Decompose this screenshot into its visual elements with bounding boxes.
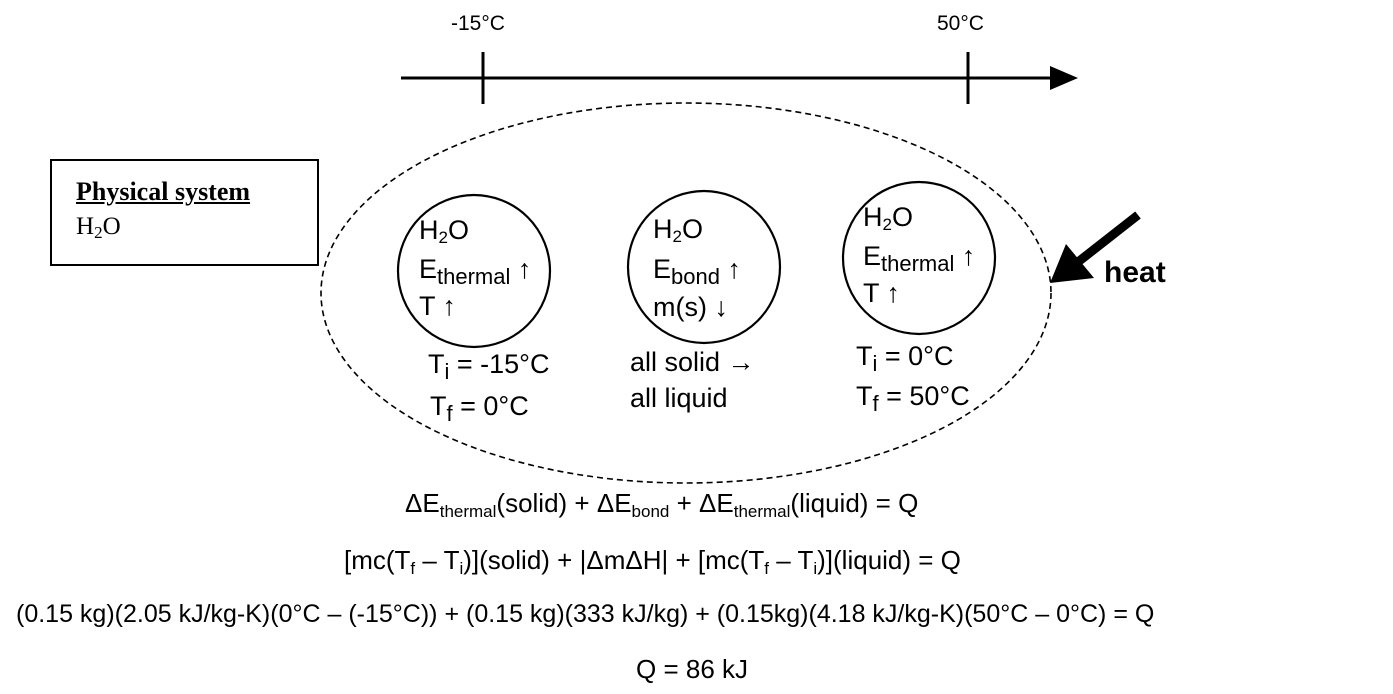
timeline-start-label: -15°C: [451, 12, 505, 35]
equation-result: Q = 86 kJ: [636, 654, 748, 684]
substance-end: O: [102, 213, 121, 240]
timeline-end-label: 50°C: [937, 12, 984, 35]
stage-1-initial-value: = -15°C: [449, 349, 550, 379]
stage-1-formula-main: H: [419, 215, 439, 245]
stage-1-formula-subscript: 2: [438, 228, 448, 247]
stage-3-energy-main: E: [863, 241, 882, 271]
eq1-part-4: (liquid) = Q: [790, 488, 919, 518]
stage-1-final-subscript: f: [446, 401, 453, 426]
stage-1-circle: [396, 193, 552, 349]
stage-1-final-value: = 0°C: [452, 391, 529, 421]
physical-system-title: Physical system: [76, 177, 251, 206]
stage-3-formula: H2O: [863, 202, 913, 234]
eq1-sub-3: thermal: [733, 502, 791, 521]
stage-1-energy-main: E: [419, 254, 438, 284]
eq1-part-3: + ΔE: [669, 488, 734, 518]
stage-3-formula-subscript: 2: [882, 215, 892, 234]
equation-numeric: (0.15 kg)(2.05 kJ/kg-K)(0°C – (-15°C)) +…: [16, 600, 1155, 628]
system-boundary-ellipse: [320, 102, 1052, 484]
eq2-sub-2: i: [459, 559, 464, 578]
eq1-sub-1: thermal: [439, 502, 497, 521]
stage-3-final-value: = 50°C: [878, 381, 970, 411]
timeline-arrowhead: [1050, 66, 1078, 90]
stage-3-temperature-change: T ↑: [863, 278, 901, 308]
eq2-part-e: )](liquid) = Q: [817, 545, 961, 575]
substance-subscript: 2: [94, 223, 103, 242]
stage-3-circle: [841, 180, 997, 336]
stage-1-energy-arrow: ↑: [517, 254, 532, 284]
stage-1-formula-end: O: [447, 215, 469, 245]
stage-1-initial-t: T: [428, 349, 445, 379]
stage-2-phase-start: all solid →: [630, 347, 755, 377]
eq2-sub-1: f: [410, 559, 416, 578]
stage-2-mass-change: m(s) ↓: [653, 292, 728, 322]
heat-arrow-head: [1050, 244, 1094, 283]
stage-2-energy: Ebond ↑: [653, 256, 741, 288]
stage-3-energy-arrow: ↑: [961, 241, 976, 271]
stage-2-energy-subscript: bond: [671, 264, 720, 289]
stage-2-phase-end: all liquid: [630, 383, 728, 413]
eq1-part-2: (solid) + ΔE: [496, 488, 632, 518]
stage-2-formula-end: O: [681, 214, 703, 244]
eq2-sub-3: f: [764, 559, 770, 578]
stage-1-initial-temp: Ti = -15°C: [428, 351, 549, 383]
stage-1-energy-subscript: thermal: [437, 264, 511, 289]
stage-3-formula-main: H: [863, 202, 883, 232]
stage-3-final-subscript: f: [872, 391, 879, 416]
stage-3-initial-t: T: [856, 341, 873, 371]
stage-2-formula: H2O: [653, 214, 703, 246]
equation-expanded: [mc(Tf – Ti)](solid) + |ΔmΔH| + [mc(Tf –…: [344, 545, 961, 579]
eq2-part-c: )](solid) + |ΔmΔH| + [mc(T: [463, 545, 765, 575]
equation-energy-balance: ΔEthermal(solid) + ΔEbond + ΔEthermal(li…: [405, 488, 918, 522]
stage-3-final-t: T: [856, 381, 873, 411]
stage-3-initial-subscript: i: [872, 351, 878, 376]
eq2-part-a: [mc(T: [344, 545, 411, 575]
eq2-part-d: – T: [769, 545, 814, 575]
eq1-part-1: ΔE: [405, 488, 440, 518]
substance-main: H: [76, 213, 95, 240]
stage-1-temperature-change: T ↑: [419, 291, 457, 321]
stage-1-initial-subscript: i: [444, 359, 450, 384]
physical-system-box: Physical system H2O: [50, 159, 319, 266]
stage-2-circle: [626, 189, 782, 345]
stage-2-formula-subscript: 2: [672, 227, 682, 246]
eq1-sub-2: bond: [631, 502, 670, 521]
stage-2-formula-main: H: [653, 214, 673, 244]
stage-3-final-temp: Tf = 50°C: [856, 383, 970, 415]
stage-1-energy: Ethermal ↑: [419, 256, 531, 288]
physical-system-substance: H2O: [76, 213, 121, 243]
heat-arrow-shaft: [1075, 211, 1141, 266]
stage-2-energy-arrow: ↑: [727, 254, 741, 284]
stage-3-formula-end: O: [891, 202, 913, 232]
heat-label: heat: [1104, 256, 1166, 289]
eq2-part-b: – T: [415, 545, 460, 575]
stage-1-final-t: T: [430, 391, 447, 421]
stage-2-energy-main: E: [653, 254, 672, 284]
eq2-sub-4: i: [813, 559, 818, 578]
stage-3-energy-subscript: thermal: [881, 251, 955, 276]
stage-1-final-temp: Tf = 0°C: [430, 393, 529, 425]
stage-3-energy: Ethermal ↑: [863, 243, 975, 275]
stage-1-formula: H2O: [419, 215, 469, 247]
stage-3-initial-value: = 0°C: [877, 341, 954, 371]
stage-3-initial-temp: Ti = 0°C: [856, 343, 953, 375]
